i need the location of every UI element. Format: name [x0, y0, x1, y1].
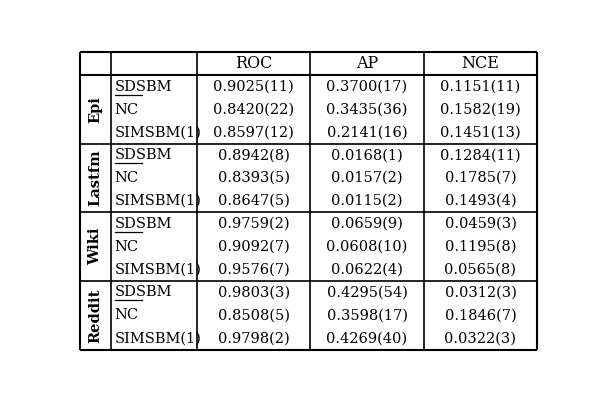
Text: 0.1493(4): 0.1493(4): [445, 194, 517, 208]
Text: SDSBM: SDSBM: [115, 285, 172, 299]
Text: 0.0157(2): 0.0157(2): [331, 171, 403, 185]
Text: 0.9092(7): 0.9092(7): [218, 240, 290, 254]
Text: 0.9803(3): 0.9803(3): [217, 285, 290, 299]
Text: SDSBM: SDSBM: [115, 217, 172, 231]
Text: 0.8508(5): 0.8508(5): [218, 308, 290, 322]
Text: Wiki: Wiki: [88, 228, 102, 265]
Text: SIMSBM(1): SIMSBM(1): [115, 263, 202, 277]
Text: 0.8597(12): 0.8597(12): [213, 125, 294, 139]
Text: 0.0659(9): 0.0659(9): [331, 217, 403, 231]
Text: 0.8393(5): 0.8393(5): [218, 171, 290, 185]
Text: 0.0565(8): 0.0565(8): [444, 263, 517, 277]
Text: 0.0322(3): 0.0322(3): [444, 331, 517, 345]
Text: SDSBM: SDSBM: [115, 80, 172, 94]
Text: SIMSBM(1): SIMSBM(1): [115, 194, 202, 208]
Text: 0.3435(36): 0.3435(36): [326, 103, 408, 117]
Text: 0.1195(8): 0.1195(8): [445, 240, 516, 254]
Text: 0.0115(2): 0.0115(2): [331, 194, 403, 208]
Text: NC: NC: [115, 171, 139, 185]
Text: 0.3700(17): 0.3700(17): [326, 80, 408, 94]
Text: ROC: ROC: [235, 55, 272, 72]
Text: 0.8942(8): 0.8942(8): [218, 148, 290, 162]
Text: AP: AP: [356, 55, 378, 72]
Text: 0.8420(22): 0.8420(22): [213, 103, 294, 117]
Text: NC: NC: [115, 103, 139, 117]
Text: 0.0622(4): 0.0622(4): [331, 263, 403, 277]
Text: 0.3598(17): 0.3598(17): [326, 308, 408, 322]
Text: 0.1284(11): 0.1284(11): [440, 148, 521, 162]
Text: 0.1846(7): 0.1846(7): [444, 308, 517, 322]
Text: 0.1582(19): 0.1582(19): [440, 103, 521, 117]
Text: Lastfm: Lastfm: [88, 150, 102, 207]
Text: SIMSBM(1): SIMSBM(1): [115, 125, 202, 139]
Text: 0.1451(13): 0.1451(13): [440, 125, 521, 139]
Text: SIMSBM(1): SIMSBM(1): [115, 331, 202, 345]
Text: 0.4269(40): 0.4269(40): [326, 331, 408, 345]
Text: NCE: NCE: [462, 55, 500, 72]
Text: SDSBM: SDSBM: [115, 148, 172, 162]
Text: Epi: Epi: [88, 96, 102, 123]
Text: 0.9798(2): 0.9798(2): [218, 331, 290, 345]
Text: 0.2141(16): 0.2141(16): [327, 125, 408, 139]
Text: 0.1151(11): 0.1151(11): [440, 80, 521, 94]
Text: 0.8647(5): 0.8647(5): [218, 194, 290, 208]
Text: Reddit: Reddit: [88, 288, 102, 343]
Text: 0.4295(54): 0.4295(54): [327, 285, 408, 299]
Text: NC: NC: [115, 240, 139, 254]
Text: 0.9576(7): 0.9576(7): [218, 263, 290, 277]
Text: 0.0168(1): 0.0168(1): [331, 148, 403, 162]
Text: 0.0459(3): 0.0459(3): [444, 217, 517, 231]
Text: 0.1785(7): 0.1785(7): [445, 171, 517, 185]
Text: 0.0312(3): 0.0312(3): [444, 285, 517, 299]
Text: 0.9025(11): 0.9025(11): [213, 80, 294, 94]
Text: NC: NC: [115, 308, 139, 322]
Text: 0.9759(2): 0.9759(2): [218, 217, 290, 231]
Text: 0.0608(10): 0.0608(10): [326, 240, 408, 254]
